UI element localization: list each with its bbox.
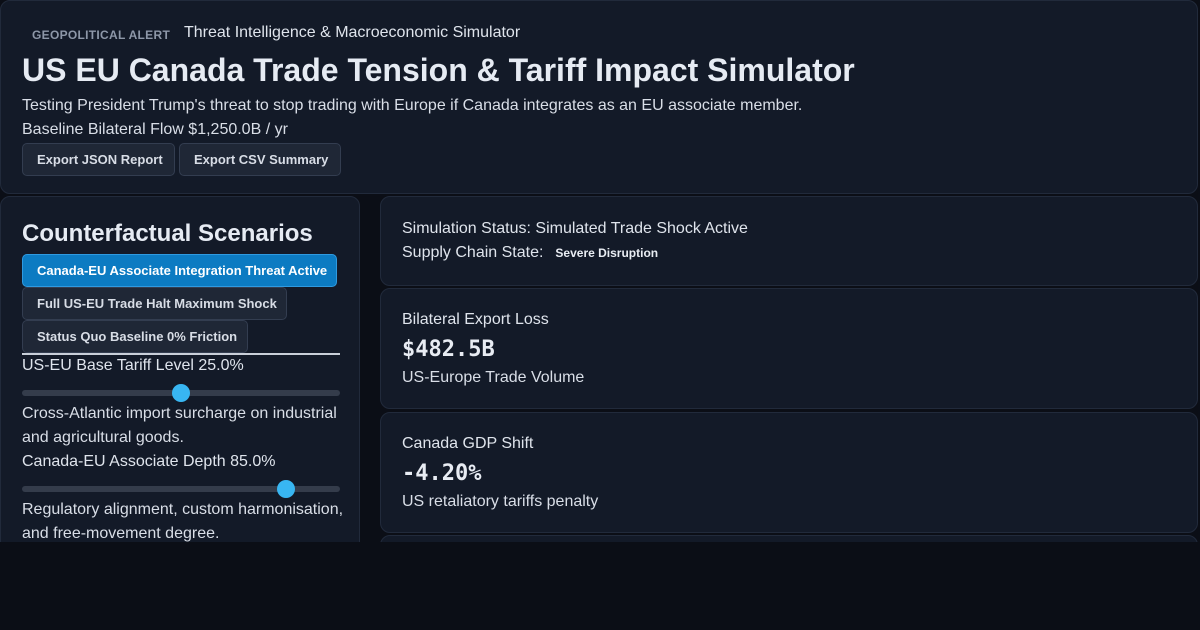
export-loss-note: US-Europe Trade Volume [402, 369, 585, 386]
page-description: Testing President Trump's threat to stop… [22, 97, 803, 114]
export-csv-button[interactable]: Export CSV Summary [179, 143, 341, 176]
tariff-slider-description: Cross-Atlantic import surcharge on indus… [22, 405, 337, 446]
scenarios-title: Counterfactual Scenarios [22, 220, 313, 247]
export-loss-card: Bilateral Export Loss $482.5B US-Europe … [380, 288, 1198, 409]
export-json-button[interactable]: Export JSON Report [22, 143, 175, 176]
associate-depth-slider-thumb[interactable] [276, 480, 295, 498]
canada-gdp-card: Canada GDP Shift -4.20% US retaliatory t… [380, 412, 1198, 533]
supply-chain-badge: Severe Disruption [555, 246, 659, 260]
baseline-flow: Baseline Bilateral Flow $1,250.0B / yr [22, 121, 288, 138]
export-loss-value: $482.5B [402, 337, 495, 362]
scenario-canada-eu-threat-button[interactable]: Canada-EU Associate Integration Threat A… [22, 254, 337, 287]
canada-gdp-value: -4.20% [402, 461, 482, 486]
alert-kicker: GEOPOLITICAL ALERT [32, 28, 171, 42]
associate-depth-slider-label: Canada-EU Associate Depth 85.0% [22, 453, 276, 470]
supply-chain-status: Supply Chain State: Severe Disruption [402, 244, 658, 262]
canada-gdp-note: US retaliatory tariffs penalty [402, 493, 599, 510]
app-subtitle: Threat Intelligence & Macroeconomic Simu… [184, 24, 521, 41]
canada-gdp-label: Canada GDP Shift [402, 435, 534, 452]
page-title: US EU Canada Trade Tension & Tariff Impa… [22, 52, 855, 88]
scenarios-panel: Counterfactual Scenarios Canada-EU Assoc… [0, 196, 360, 556]
scenario-status-quo-button[interactable]: Status Quo Baseline 0% Friction [22, 320, 248, 353]
tariff-slider-label: US-EU Base Tariff Level 25.0% [22, 357, 244, 374]
simulation-status: Simulation Status: Simulated Trade Shock… [402, 220, 748, 237]
scenario-full-trade-halt-button[interactable]: Full US-EU Trade Halt Maximum Shock [22, 287, 287, 320]
associate-depth-slider[interactable] [22, 480, 340, 498]
supply-chain-label: Supply Chain State: [402, 244, 544, 261]
export-loss-label: Bilateral Export Loss [402, 311, 549, 328]
header-panel: GEOPOLITICAL ALERT Threat Intelligence &… [0, 0, 1198, 194]
section-divider [22, 353, 340, 355]
viewport-bottom [0, 542, 1200, 630]
simulation-status-card: Simulation Status: Simulated Trade Shock… [380, 196, 1198, 286]
tariff-slider[interactable] [22, 384, 340, 402]
tariff-slider-thumb[interactable] [172, 384, 190, 402]
associate-depth-slider-description: Regulatory alignment, custom harmonisati… [22, 501, 344, 542]
